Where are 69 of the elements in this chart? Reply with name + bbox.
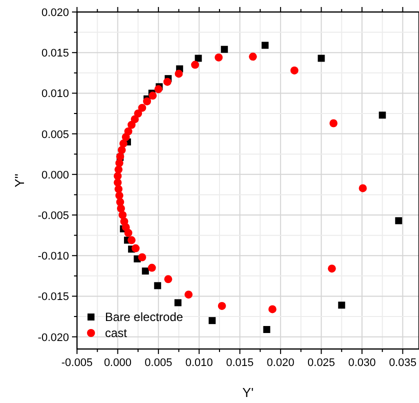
point — [128, 120, 136, 129]
point — [154, 85, 162, 94]
point — [138, 104, 146, 112]
point — [262, 42, 269, 49]
point — [134, 110, 142, 118]
point — [119, 140, 128, 148]
point — [142, 268, 149, 275]
point — [191, 60, 200, 69]
x-tick-label: -0.005 — [61, 357, 93, 369]
point — [194, 54, 202, 62]
point — [164, 275, 172, 284]
point — [163, 78, 172, 86]
x-axis-title: Y' — [242, 385, 254, 400]
point — [338, 302, 346, 309]
y-tick-label: 0.020 — [41, 7, 69, 19]
y-tick-label: -0.010 — [38, 250, 69, 263]
y-tick-label: 0.010 — [41, 88, 69, 100]
point — [132, 244, 140, 252]
point — [116, 204, 125, 213]
point — [143, 97, 152, 106]
point — [148, 92, 157, 100]
point — [174, 299, 182, 306]
point — [124, 228, 132, 237]
x-tick-label: 0.010 — [185, 357, 213, 369]
point — [268, 305, 276, 314]
point — [358, 184, 367, 192]
point — [290, 66, 298, 74]
y-tick-label: -0.005 — [38, 210, 69, 222]
point — [114, 166, 123, 174]
point — [114, 185, 123, 194]
legend-label: Bare electrode — [105, 310, 184, 324]
x-tick-label: 0.030 — [348, 357, 376, 369]
legend-label: cast — [105, 326, 128, 340]
point — [122, 133, 130, 142]
point — [220, 46, 228, 53]
point — [218, 302, 226, 310]
point — [263, 326, 270, 334]
point — [115, 192, 124, 200]
point — [318, 54, 325, 62]
point — [328, 264, 336, 273]
point — [214, 53, 223, 62]
point — [154, 282, 162, 290]
point — [208, 317, 216, 324]
x-tick-label: 0.015 — [226, 357, 254, 369]
x-tick-label: 0.005 — [144, 357, 172, 369]
y-tick-label: 0.000 — [41, 169, 69, 182]
point — [248, 52, 257, 61]
point — [378, 112, 386, 119]
point — [330, 119, 338, 128]
point — [174, 70, 183, 78]
point — [115, 159, 124, 168]
point — [395, 217, 402, 224]
y-tick-label: 0.015 — [41, 48, 69, 60]
point — [184, 290, 193, 299]
point — [118, 211, 127, 220]
x-tick-label: 0.025 — [308, 357, 336, 369]
y-tick-label: 0.005 — [41, 128, 69, 141]
point — [118, 146, 126, 154]
x-tick-label: 0.020 — [266, 357, 294, 369]
x-tick-label: 0.035 — [388, 357, 416, 369]
point — [148, 264, 156, 272]
point — [128, 236, 136, 244]
point — [114, 178, 122, 187]
x-tick-label: 0.000 — [104, 357, 132, 369]
y-tick-label: -0.015 — [38, 291, 69, 304]
point — [116, 198, 124, 206]
y-axis-title: Y'' — [12, 174, 27, 188]
point — [138, 253, 146, 262]
y-tick-label: -0.020 — [38, 332, 69, 344]
